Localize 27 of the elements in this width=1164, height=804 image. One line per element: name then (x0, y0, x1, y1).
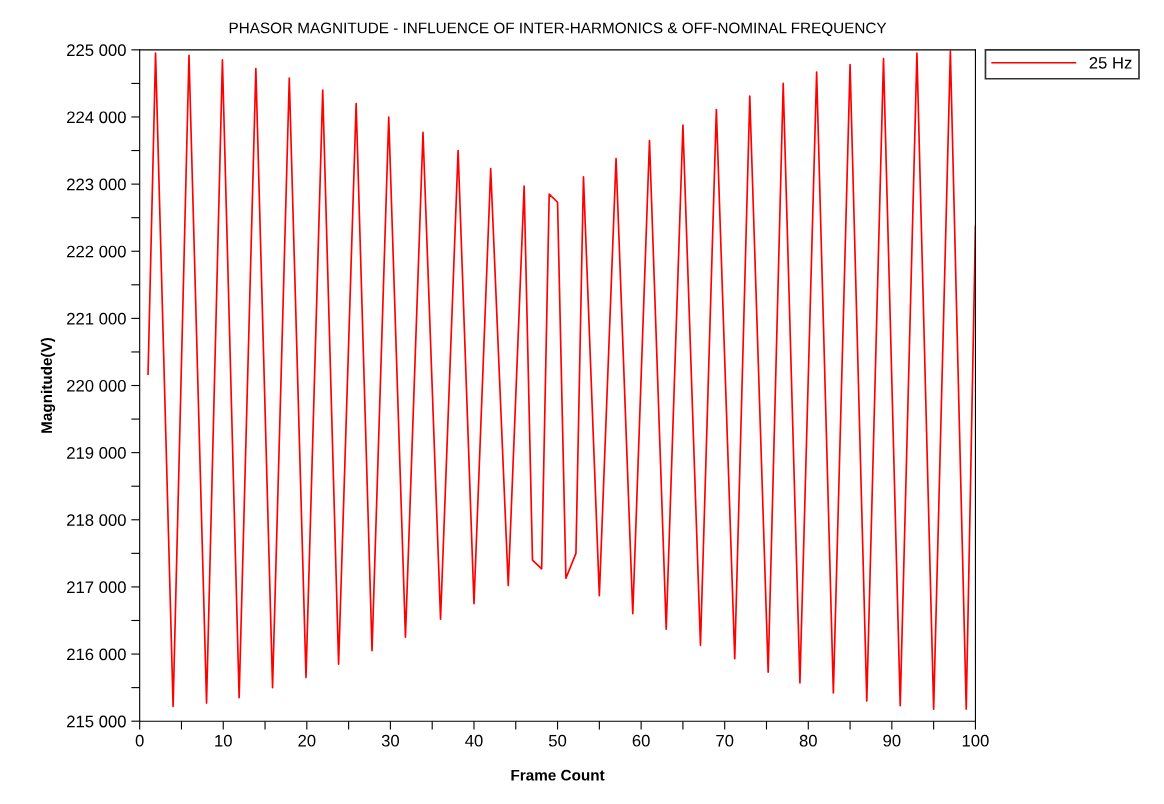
y-tick-label: 221 000 (67, 312, 126, 325)
y-axis-title: Magnitude(V) (40, 337, 56, 433)
y-tick-label: 223 000 (67, 178, 126, 191)
y-tick-label: 215 000 (67, 715, 126, 728)
y-tick-label: 218 000 (67, 514, 126, 526)
x-tick-label: 100 (962, 734, 989, 747)
x-tick-label: 0 (135, 734, 144, 747)
line-series (147, 50, 976, 710)
y-tick-label: 217 000 (67, 581, 126, 594)
x-tick-label: 70 (716, 734, 734, 747)
x-tick-label: 50 (548, 734, 567, 747)
x-axis-title: Frame Count (511, 769, 605, 781)
legend-label: 25 Hz (1089, 56, 1132, 69)
x-tick-label: 30 (381, 734, 400, 747)
x-tick-label: 40 (465, 734, 483, 747)
x-tick-label: 90 (883, 734, 901, 747)
y-tick-label: 216 000 (67, 648, 126, 661)
y-tick-label: 224 000 (67, 111, 126, 124)
y-tick-label: 219 000 (67, 447, 126, 459)
y-tick-label: 225 000 (67, 44, 126, 57)
y-tick-label: 220 000 (67, 379, 126, 392)
x-tick-label: 10 (215, 734, 232, 747)
chart-title: PHASOR MAGNITUDE - INFLUENCE OF INTER-HARMONICS & OFF-NOMINAL FREQUENCY (229, 22, 887, 37)
y-tick-label: 222 000 (67, 245, 126, 258)
x-tick-label: 80 (799, 734, 817, 747)
x-tick-label: 20 (298, 734, 316, 747)
x-tick-label: 60 (632, 734, 650, 747)
